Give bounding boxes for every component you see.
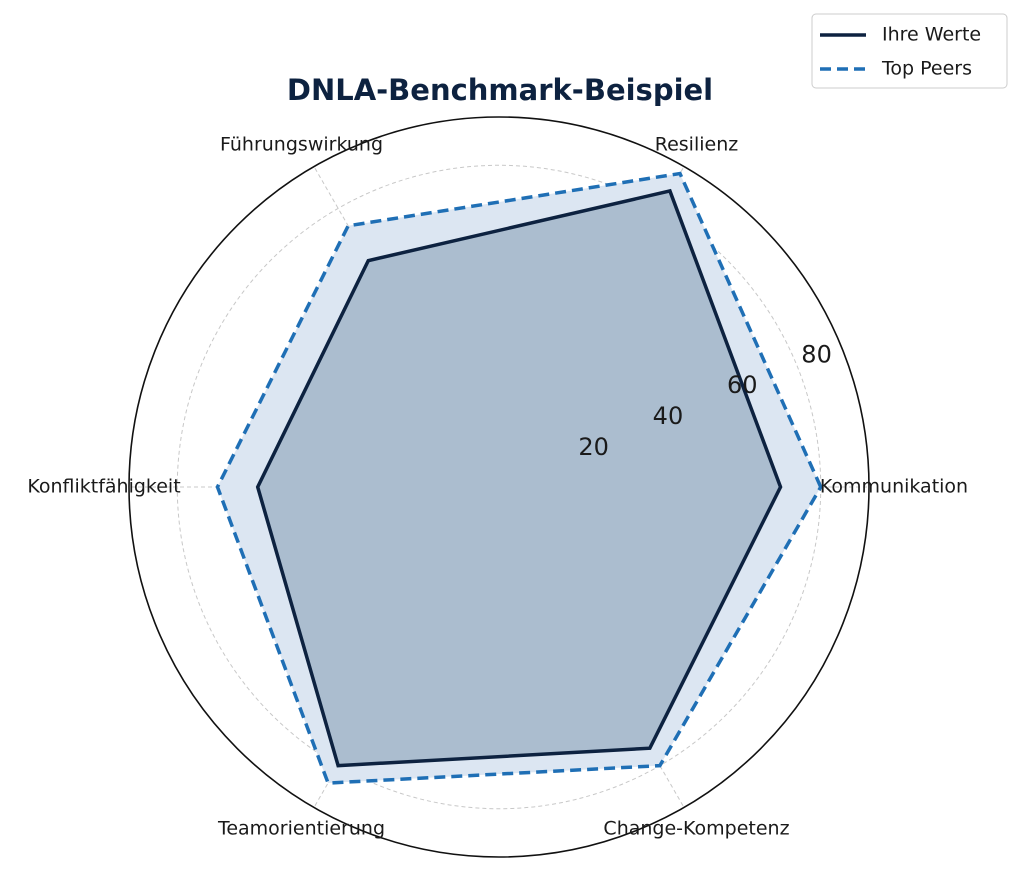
r-tick-label: 60 bbox=[727, 371, 758, 399]
series-line bbox=[215, 171, 823, 785]
r-tick-label: 80 bbox=[801, 340, 832, 368]
r-tick-label: 40 bbox=[653, 402, 684, 430]
series-line bbox=[255, 188, 783, 768]
category-label: Führungswirkung bbox=[220, 133, 383, 155]
category-label: Konfliktfähigkeit bbox=[27, 476, 180, 498]
legend-label: Top Peers bbox=[881, 58, 972, 80]
category-label: Change-Kompetenz bbox=[603, 818, 789, 840]
legend-label: Ihre Werte bbox=[882, 24, 981, 46]
outer-frame bbox=[128, 116, 870, 858]
category-label: Kommunikation bbox=[820, 476, 968, 498]
category-label: Resilienz bbox=[655, 133, 739, 155]
series-area bbox=[257, 190, 781, 766]
r-tick-label: 20 bbox=[578, 433, 609, 461]
category-label: Teamorientierung bbox=[217, 818, 385, 840]
chart-title: DNLA-Benchmark-Beispiel bbox=[287, 73, 713, 107]
